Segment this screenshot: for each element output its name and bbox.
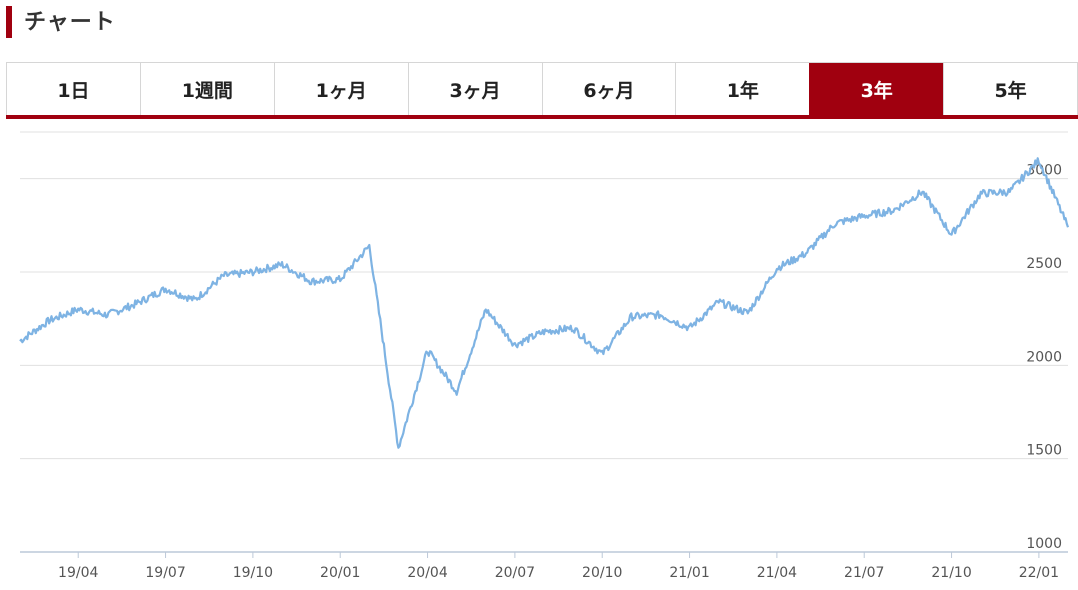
tab-3-months[interactable]: 3ヶ月 xyxy=(407,63,542,116)
heading-accent-bar xyxy=(6,6,12,38)
x-tick-label: 21/04 xyxy=(757,565,797,581)
tabs-underline xyxy=(6,115,1078,119)
x-tick-label: 21/10 xyxy=(931,565,971,581)
section-heading: チャート xyxy=(6,2,406,38)
x-tick-label: 19/04 xyxy=(58,565,98,581)
y-tick-label: 1000 xyxy=(1026,536,1062,552)
tab-3-years[interactable]: 3年 xyxy=(809,63,944,116)
x-tick-label: 20/01 xyxy=(320,565,360,581)
tab-1-year[interactable]: 1年 xyxy=(675,63,810,116)
y-tick-label: 1500 xyxy=(1026,443,1062,459)
x-tick-label: 20/04 xyxy=(407,565,447,581)
y-tick-label: 2500 xyxy=(1026,256,1062,272)
tab-1-day[interactable]: 1日 xyxy=(6,63,140,116)
period-tabs: 1日 1週間 1ヶ月 3ヶ月 6ヶ月 1年 3年 5年 xyxy=(6,62,1078,118)
tab-1-week[interactable]: 1週間 xyxy=(139,63,274,116)
x-tick-label: 20/10 xyxy=(582,565,622,581)
price-series-line xyxy=(19,157,1070,449)
x-tick-label: 21/07 xyxy=(844,565,884,581)
tab-1-month[interactable]: 1ヶ月 xyxy=(273,63,408,116)
tab-5-years[interactable]: 5年 xyxy=(943,63,1078,116)
x-tick-label: 19/07 xyxy=(145,565,185,581)
section-title: チャート xyxy=(24,10,116,35)
x-tick-label: 22/01 xyxy=(1019,565,1059,581)
tab-6-months[interactable]: 6ヶ月 xyxy=(541,63,676,116)
x-tick-label: 21/01 xyxy=(669,565,709,581)
x-tick-label: 19/10 xyxy=(233,565,273,581)
y-tick-label: 2000 xyxy=(1026,349,1062,365)
x-tick-label: 20/07 xyxy=(495,565,535,581)
